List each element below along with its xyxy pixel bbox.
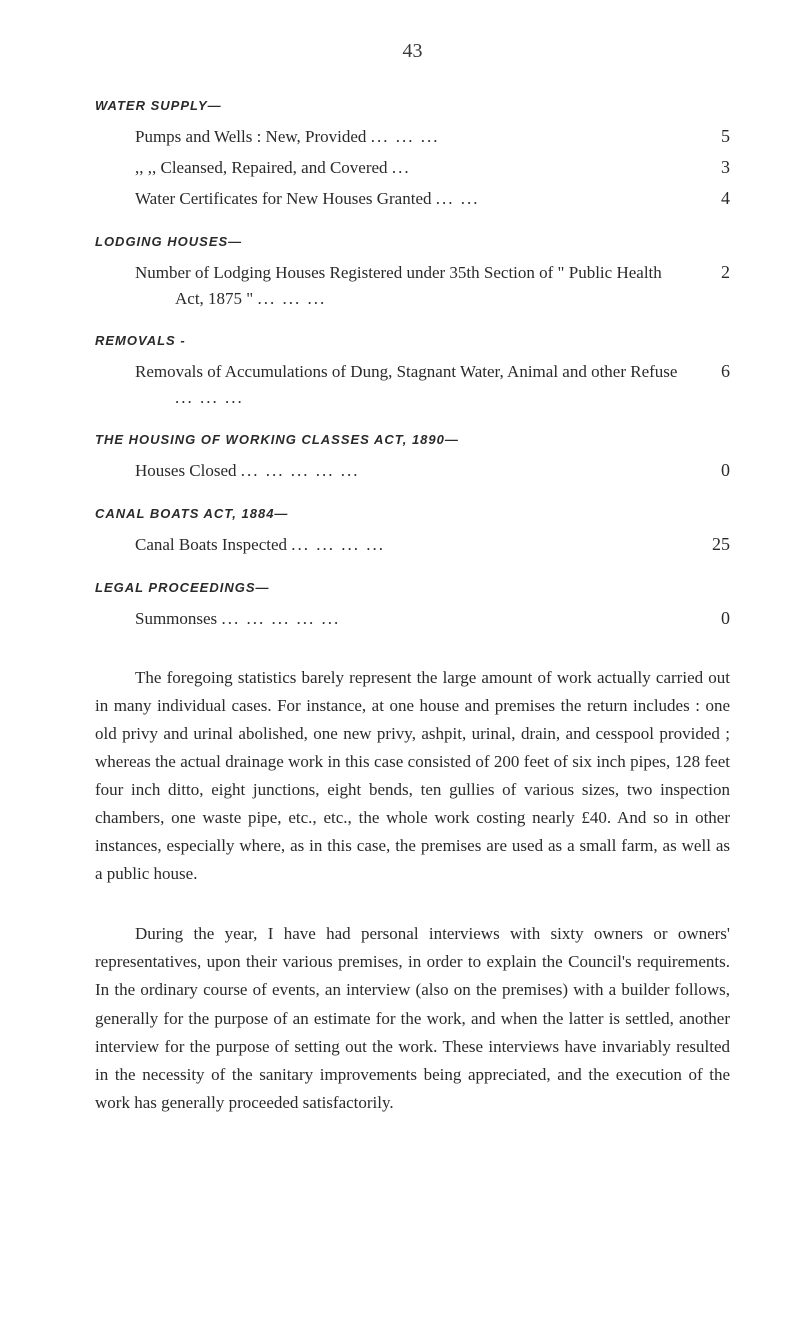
entry-value: 2	[690, 259, 730, 286]
section-heading-housing-working-classes: THE HOUSING OF WORKING CLASSES ACT, 1890…	[95, 432, 730, 447]
entry-value: 3	[690, 154, 730, 181]
entry-label: Canal Boats Inspected ... ... ... ...	[135, 532, 690, 558]
table-row: Removals of Accumulations of Dung, Stagn…	[95, 358, 730, 410]
section-heading-lodging-houses: LODGING HOUSES—	[95, 234, 730, 249]
table-row: Number of Lodging Houses Registered unde…	[95, 259, 730, 311]
entry-label: Removals of Accumulations of Dung, Stagn…	[135, 359, 690, 410]
entry-label: Pumps and Wells : New, Provided ... ... …	[135, 124, 690, 150]
entry-value: 25	[690, 531, 730, 558]
entry-label: Houses Closed ... ... ... ... ...	[135, 458, 690, 484]
entry-value: 5	[690, 123, 730, 150]
section-heading-legal-proceedings: LEGAL PROCEEDINGS—	[95, 580, 730, 595]
page-number: 43	[95, 40, 730, 63]
table-row: Houses Closed ... ... ... ... ... 0	[95, 457, 730, 484]
table-row: Canal Boats Inspected ... ... ... ... 25	[95, 531, 730, 558]
entry-label: Water Certificates for New Houses Grante…	[135, 186, 690, 212]
table-row: Pumps and Wells : New, Provided ... ... …	[95, 123, 730, 150]
entry-value: 4	[690, 185, 730, 212]
entry-label: Summonses ... ... ... ... ...	[135, 606, 690, 632]
entry-value: 6	[690, 358, 730, 385]
section-heading-canal-boats: CANAL BOATS ACT, 1884—	[95, 506, 730, 521]
table-row: ,, ,, Cleansed, Repaired, and Covered ..…	[95, 154, 730, 181]
entry-value: 0	[690, 605, 730, 632]
table-row: Summonses ... ... ... ... ... 0	[95, 605, 730, 632]
section-heading-water-supply: WATER SUPPLY—	[95, 98, 730, 113]
table-row: Water Certificates for New Houses Grante…	[95, 185, 730, 212]
body-paragraph: During the year, I have had personal int…	[95, 920, 730, 1116]
entry-value: 0	[690, 457, 730, 484]
section-heading-removals: REMOVALS -	[95, 333, 730, 348]
entry-label: ,, ,, Cleansed, Repaired, and Covered ..…	[135, 155, 690, 181]
body-paragraph: The foregoing statistics barely represen…	[95, 664, 730, 888]
entry-label: Number of Lodging Houses Registered unde…	[135, 260, 690, 311]
